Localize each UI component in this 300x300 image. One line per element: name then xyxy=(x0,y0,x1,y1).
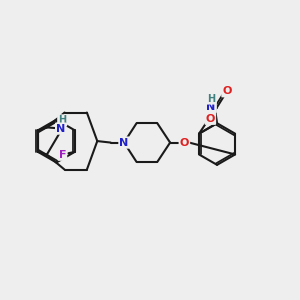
Text: H: H xyxy=(207,94,215,103)
Text: H: H xyxy=(58,115,66,125)
Text: F: F xyxy=(59,150,66,160)
Text: O: O xyxy=(206,114,215,124)
Text: O: O xyxy=(222,86,232,96)
Text: N: N xyxy=(56,124,65,134)
Text: N: N xyxy=(206,102,216,112)
Text: N: N xyxy=(119,138,129,148)
Text: O: O xyxy=(180,138,189,148)
